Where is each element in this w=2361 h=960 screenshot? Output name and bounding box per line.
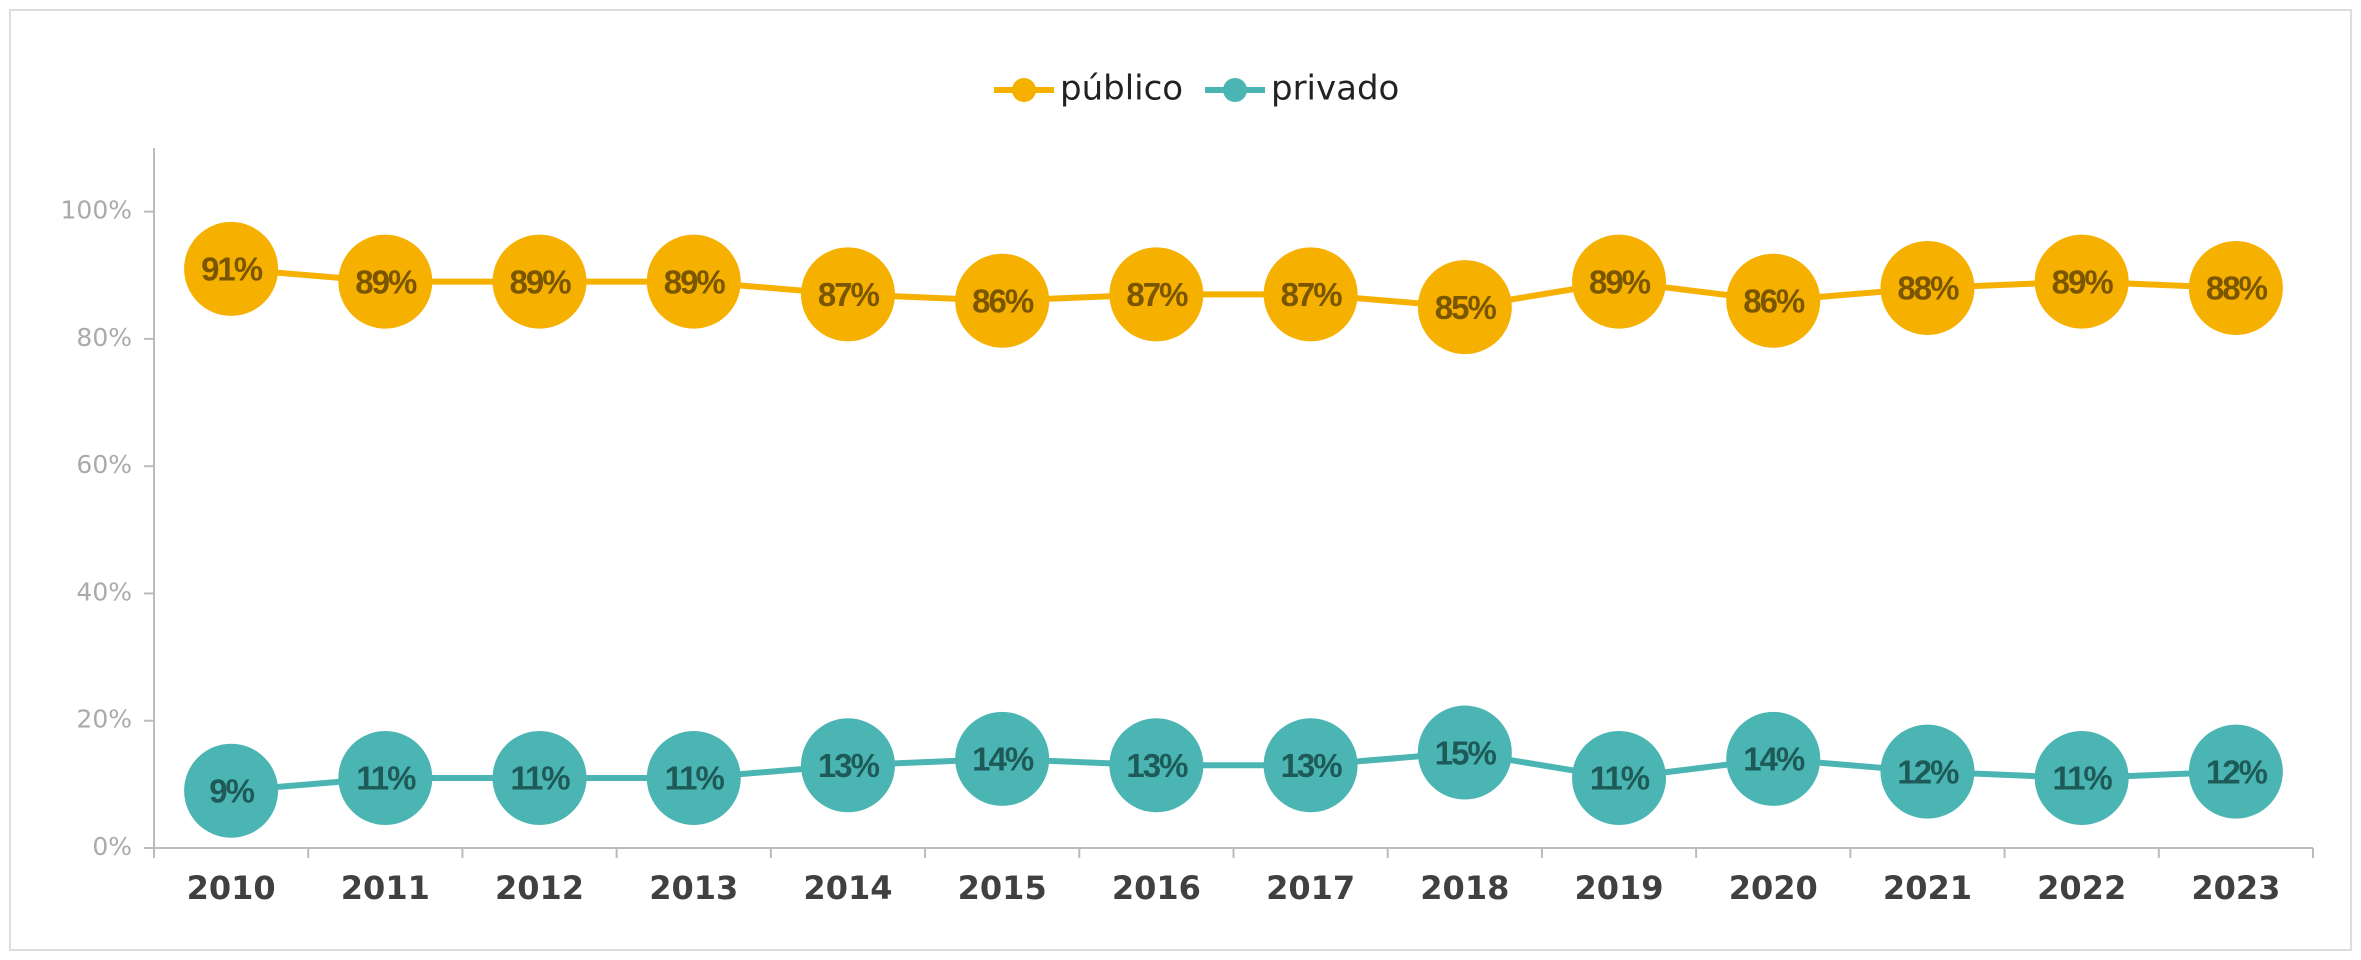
data-label: 89% — [2052, 263, 2114, 300]
data-label: 89% — [1589, 263, 1651, 300]
data-point — [955, 253, 1050, 348]
data-label: 12% — [1897, 753, 1959, 790]
y-tick-label: 20% — [76, 705, 132, 734]
x-tick-label: 2020 — [1729, 869, 1818, 907]
x-tick-label: 2016 — [1112, 869, 1201, 907]
legend-marker — [1223, 78, 1247, 102]
data-point — [2034, 731, 2129, 825]
x-tick-label: 2019 — [1575, 869, 1664, 907]
data-label: 15% — [1435, 734, 1497, 771]
data-point — [1417, 705, 1512, 800]
data-point — [1572, 731, 1667, 825]
x-tick-label: 2012 — [495, 869, 584, 907]
data-point — [646, 731, 741, 825]
x-tick-label: 2015 — [958, 869, 1047, 907]
data-label: 89% — [510, 263, 572, 300]
data-label: 13% — [818, 747, 880, 784]
y-tick-label: 80% — [76, 323, 132, 352]
data-point — [1109, 247, 1204, 342]
data-point — [800, 247, 895, 342]
x-tick-label: 2023 — [2191, 869, 2280, 907]
data-point — [492, 234, 587, 329]
y-tick-label: 60% — [76, 450, 132, 479]
data-label: 86% — [1743, 282, 1805, 319]
data-label: 14% — [1743, 741, 1805, 778]
data-point — [338, 731, 433, 825]
data-label: 89% — [355, 263, 417, 300]
data-point — [800, 718, 895, 813]
chart-border — [9, 9, 2352, 951]
y-tick-label: 0% — [92, 832, 132, 861]
data-label: 85% — [1435, 289, 1497, 326]
data-point — [1263, 718, 1358, 813]
data-label: 87% — [818, 276, 880, 313]
legend-label: privado — [1271, 69, 1399, 109]
data-point — [1417, 260, 1512, 355]
data-point — [1880, 241, 1975, 335]
legend-label: público — [1060, 69, 1183, 109]
x-tick-label: 2022 — [2037, 869, 2126, 907]
data-point — [1572, 234, 1667, 329]
data-label: 14% — [972, 741, 1034, 778]
data-label: 9% — [209, 772, 254, 809]
data-point — [955, 711, 1050, 806]
data-label: 11% — [665, 760, 725, 797]
data-label: 88% — [2206, 270, 2268, 307]
data-point — [184, 743, 279, 838]
data-label: 88% — [1897, 270, 1959, 307]
data-label: 91% — [201, 251, 263, 288]
data-point — [2188, 241, 2283, 335]
data-point — [2034, 234, 2129, 329]
data-label: 86% — [972, 282, 1034, 319]
data-point — [1726, 711, 1821, 806]
x-tick-label: 2010 — [187, 869, 276, 907]
data-label: 11% — [1590, 760, 1650, 797]
data-point — [1263, 247, 1358, 342]
x-tick-label: 2014 — [803, 869, 892, 907]
data-label: 13% — [1281, 747, 1343, 784]
data-label: 89% — [664, 263, 726, 300]
data-point — [492, 731, 587, 825]
x-tick-label: 2017 — [1266, 869, 1355, 907]
data-label: 11% — [2053, 760, 2113, 797]
data-point — [1726, 253, 1821, 348]
data-point — [2188, 724, 2283, 819]
legend-marker — [1012, 78, 1036, 102]
x-tick-label: 2011 — [341, 869, 430, 907]
x-tick-label: 2021 — [1883, 869, 1972, 907]
y-tick-label: 40% — [76, 577, 132, 606]
data-label: 12% — [2206, 753, 2268, 790]
y-tick-label: 100% — [61, 196, 132, 225]
data-point — [338, 234, 433, 329]
data-point — [646, 234, 741, 329]
data-label: 87% — [1126, 276, 1188, 313]
data-point — [1109, 718, 1204, 813]
data-label: 11% — [356, 760, 416, 797]
x-tick-label: 2013 — [649, 869, 738, 907]
data-point — [184, 221, 279, 316]
data-label: 87% — [1281, 276, 1343, 313]
data-point — [1880, 724, 1975, 819]
x-tick-label: 2018 — [1420, 869, 1509, 907]
data-label: 11% — [510, 760, 570, 797]
data-label: 13% — [1126, 747, 1188, 784]
